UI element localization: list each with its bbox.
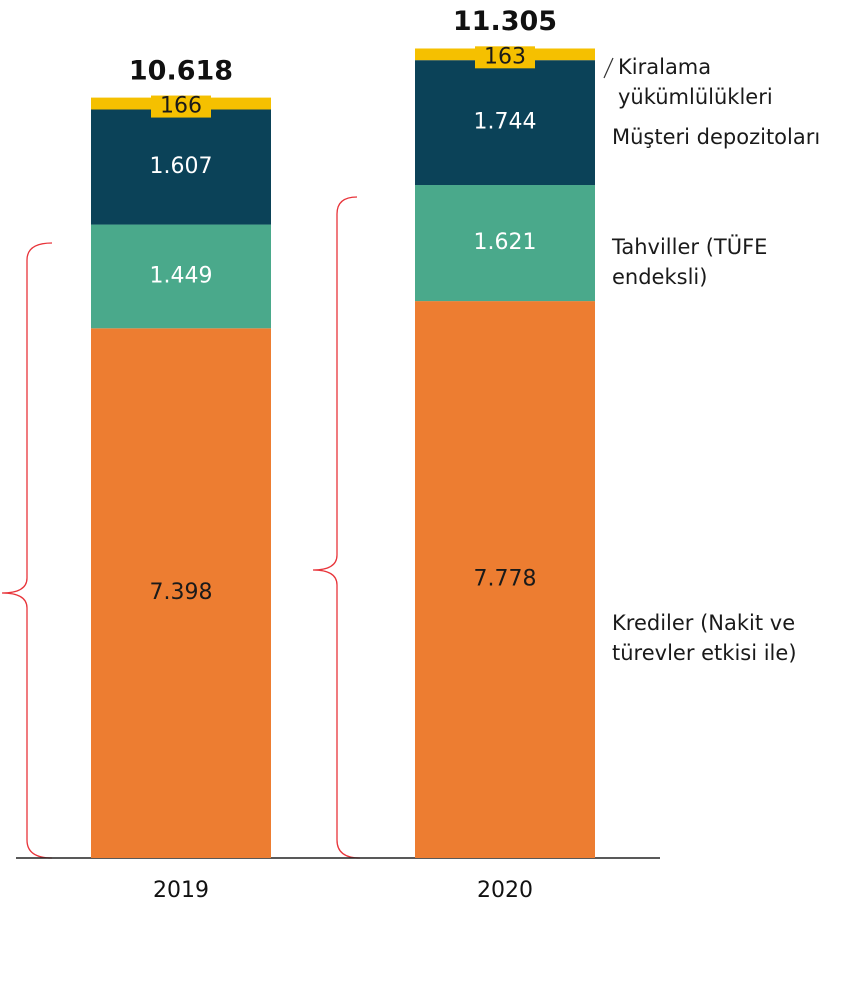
value-label: 163: [484, 44, 526, 69]
value-label: 1.449: [150, 263, 213, 288]
brace: [312, 196, 361, 859]
bar-segment: [415, 60, 595, 186]
x-tick-label: 2020: [477, 878, 533, 903]
total-label: 11.305: [453, 6, 557, 37]
leader-line: [603, 57, 614, 79]
value-label: 1.621: [474, 230, 537, 255]
value-label: 7.778: [474, 567, 537, 592]
value-label-box: [475, 46, 535, 69]
total-label: 10.618: [129, 55, 233, 86]
legend-label: Kiralama yükümlülükleri: [618, 55, 773, 109]
legend-label: Müşteri depozitoları: [612, 125, 821, 149]
value-label: 7.398: [150, 580, 213, 605]
bar-segment: [91, 328, 271, 858]
brace: [1, 242, 53, 859]
value-label: 1.607: [150, 154, 213, 179]
value-label: 1.744: [474, 110, 537, 135]
legend-label: Tahviller (TÜFE endeksli): [612, 235, 768, 289]
value-label: 166: [160, 94, 202, 119]
value-label-box: [151, 95, 211, 118]
x-tick-label: 2019: [153, 878, 209, 903]
bar-segment: [415, 301, 595, 858]
bar-segment: [91, 224, 271, 329]
legend-label: Krediler (Nakit ve türevler etkisi ile): [612, 611, 797, 665]
bar-segment: [415, 185, 595, 302]
bar-segment: [91, 109, 271, 225]
